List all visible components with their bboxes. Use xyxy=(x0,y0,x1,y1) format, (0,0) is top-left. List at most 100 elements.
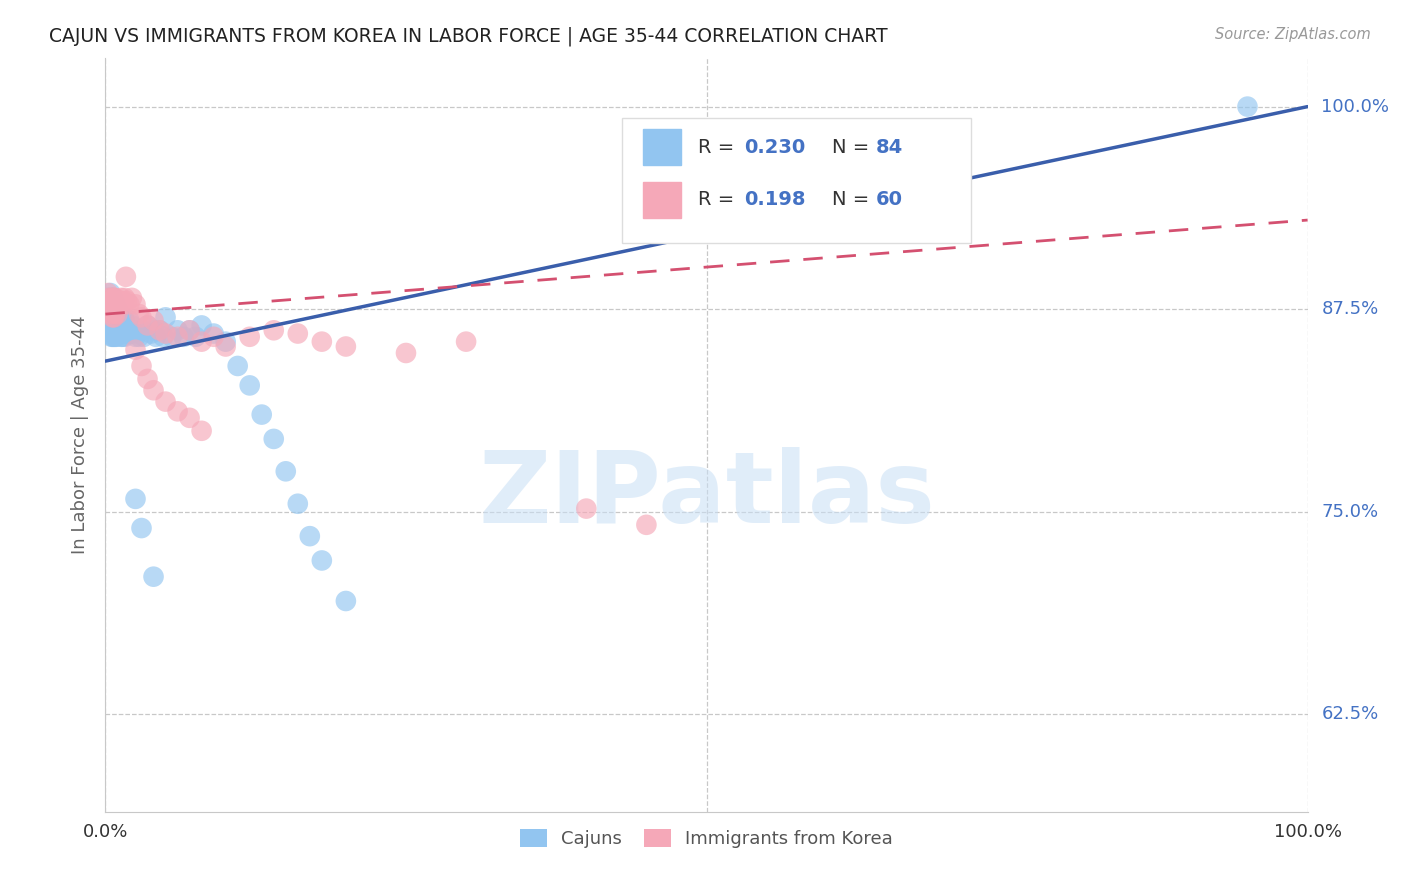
Point xyxy=(166,323,188,337)
Point xyxy=(166,404,188,418)
Point xyxy=(239,330,262,344)
Point xyxy=(148,323,170,337)
Point xyxy=(122,326,145,341)
Text: ZIPatlas: ZIPatlas xyxy=(478,447,935,543)
Text: 84: 84 xyxy=(876,137,903,157)
Text: Source: ZipAtlas.com: Source: ZipAtlas.com xyxy=(1215,27,1371,42)
Point xyxy=(118,297,141,311)
Text: 62.5%: 62.5% xyxy=(1322,706,1379,723)
Point xyxy=(112,297,135,311)
Point xyxy=(103,297,125,311)
Legend: Cajuns, Immigrants from Korea: Cajuns, Immigrants from Korea xyxy=(513,822,900,855)
Point xyxy=(214,334,236,349)
Point xyxy=(155,326,177,341)
Point xyxy=(454,334,477,349)
Text: R =: R = xyxy=(699,137,741,157)
Point xyxy=(155,394,177,409)
Point xyxy=(103,318,125,333)
Point xyxy=(100,302,122,317)
Point xyxy=(107,307,129,321)
Point xyxy=(98,294,121,309)
Point xyxy=(108,323,131,337)
Point xyxy=(97,285,120,300)
Point xyxy=(114,291,136,305)
Point xyxy=(107,326,129,341)
Point xyxy=(104,330,127,344)
Point xyxy=(103,310,125,325)
Point xyxy=(111,294,134,309)
Point xyxy=(98,302,121,317)
Text: 75.0%: 75.0% xyxy=(1322,503,1379,521)
Point xyxy=(131,521,153,535)
Point xyxy=(575,501,598,516)
Point xyxy=(107,307,129,321)
Point xyxy=(101,302,124,317)
Point xyxy=(100,330,122,344)
Point xyxy=(121,291,143,305)
Point xyxy=(101,294,124,309)
Point xyxy=(112,310,135,325)
Point xyxy=(202,330,225,344)
Y-axis label: In Labor Force | Age 35-44: In Labor Force | Age 35-44 xyxy=(70,316,89,554)
Point xyxy=(131,323,153,337)
Point xyxy=(298,529,321,543)
Point xyxy=(115,326,138,341)
Point xyxy=(139,326,162,341)
Point xyxy=(250,408,273,422)
Point xyxy=(105,302,128,317)
Point xyxy=(108,310,131,325)
Point xyxy=(101,330,124,344)
Point xyxy=(124,343,146,357)
Point xyxy=(184,330,207,344)
Point xyxy=(155,310,177,325)
Point xyxy=(100,291,122,305)
Point xyxy=(101,310,124,325)
Point xyxy=(179,323,201,337)
Point xyxy=(142,323,165,337)
Point xyxy=(103,291,125,305)
Text: 87.5%: 87.5% xyxy=(1322,301,1379,318)
Point xyxy=(103,330,125,344)
Point xyxy=(335,594,357,608)
Point xyxy=(104,318,127,333)
Point xyxy=(110,330,132,344)
Point xyxy=(111,318,134,333)
Point xyxy=(98,310,121,325)
Point xyxy=(100,307,122,321)
Point xyxy=(105,294,128,309)
Point xyxy=(152,330,174,344)
Point xyxy=(115,323,138,337)
Point xyxy=(124,330,146,344)
Point xyxy=(100,297,122,311)
Text: CAJUN VS IMMIGRANTS FROM KOREA IN LABOR FORCE | AGE 35-44 CORRELATION CHART: CAJUN VS IMMIGRANTS FROM KOREA IN LABOR … xyxy=(49,27,887,46)
Point xyxy=(136,372,159,386)
Point xyxy=(114,330,136,344)
Point xyxy=(148,323,170,337)
Point xyxy=(395,346,418,360)
Point xyxy=(145,330,167,344)
Point xyxy=(118,313,141,327)
Point xyxy=(118,326,141,341)
Point xyxy=(131,359,153,373)
Point xyxy=(98,291,121,305)
Point xyxy=(105,318,128,333)
Point xyxy=(190,334,212,349)
Point xyxy=(274,464,297,478)
Point xyxy=(104,297,127,311)
Point xyxy=(142,313,165,327)
Point xyxy=(110,291,132,305)
Point xyxy=(107,297,129,311)
Point xyxy=(263,323,285,337)
Text: R =: R = xyxy=(699,190,741,210)
Point xyxy=(636,517,658,532)
Point xyxy=(98,285,121,300)
Point xyxy=(335,339,357,353)
Point xyxy=(114,313,136,327)
Point xyxy=(160,330,183,344)
Point xyxy=(100,310,122,325)
Point xyxy=(190,318,212,333)
Point xyxy=(124,491,146,506)
Point xyxy=(239,378,262,392)
Point xyxy=(136,318,159,333)
Point xyxy=(105,330,128,344)
